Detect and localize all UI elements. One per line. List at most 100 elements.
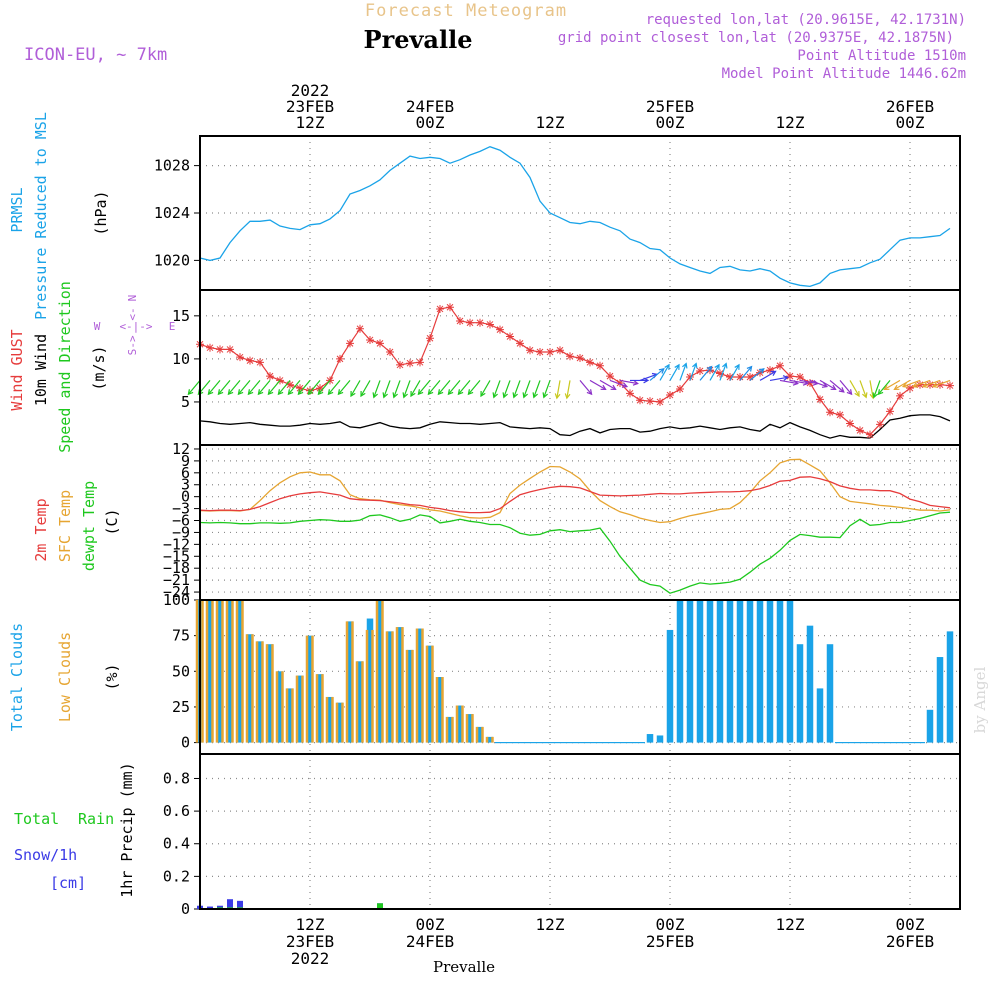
time-label-top: 00Z — [896, 113, 925, 132]
gust-marker — [716, 369, 724, 378]
gust-marker — [386, 348, 394, 356]
tick-label-wind: 10 — [172, 350, 190, 368]
wind-arrow — [839, 380, 853, 395]
wind-arrow — [902, 379, 921, 388]
tick-label-temp: 3 — [181, 476, 190, 494]
low-cloud-bar — [295, 675, 299, 743]
wind-arrow — [207, 380, 221, 395]
tick-label-temp: −21 — [163, 571, 190, 589]
gust-marker — [536, 348, 544, 356]
gust-marker — [346, 339, 354, 348]
tick-label-clouds: 0 — [181, 734, 190, 752]
low-cloud-bar — [341, 702, 344, 743]
total-cloud-bar — [746, 600, 754, 743]
wind-arrow — [480, 380, 491, 397]
wind-arrow-head — [492, 392, 498, 399]
wind-arrow — [877, 380, 891, 395]
low-cloud-bar — [475, 726, 479, 743]
tick-label-temp: −18 — [163, 559, 190, 577]
tick-label-clouds: 50 — [172, 662, 190, 680]
gust-marker — [426, 334, 434, 343]
wind-arrow — [247, 380, 261, 395]
wind-ticks: 5 10 15 — [172, 307, 960, 411]
wind-arrow — [287, 380, 301, 395]
low-cloud-bar — [271, 644, 274, 743]
total-cloud-bar — [716, 600, 724, 743]
gust-marker — [596, 361, 604, 370]
wind-arrow-head — [502, 392, 508, 399]
gust-marker — [336, 354, 344, 363]
gust-marker — [266, 372, 274, 381]
gust-marker — [486, 320, 494, 329]
dewpt-series — [199, 511, 951, 594]
total-cloud-bar — [226, 600, 234, 743]
wind-arrow — [350, 380, 361, 397]
gust-marker — [926, 380, 934, 389]
low-cloud-bar — [441, 677, 444, 743]
low-cloud-bar — [201, 600, 204, 743]
low-cloud-bar — [315, 674, 319, 743]
panel-temperature: 2m Temp SFC Temp dewpt Temp (C) 129630−3… — [32, 440, 960, 601]
low-cloud-bar — [245, 634, 249, 743]
time-label-bottom: 00Z — [656, 915, 685, 934]
low-cloud-bar — [461, 705, 464, 743]
low-cloud-bar — [391, 631, 394, 743]
gust-marker — [916, 380, 924, 389]
total-cloud-bar — [376, 600, 384, 743]
low-cloud-bar — [485, 736, 489, 743]
total-cloud-bar — [416, 628, 424, 743]
snow-bar — [227, 899, 233, 909]
total-cloud-bar — [726, 600, 734, 743]
wind-arrow-head — [901, 382, 909, 388]
time-label-top: 2022 — [291, 81, 330, 100]
compass-e: E — [169, 320, 176, 333]
wind-arrow-head — [872, 392, 878, 399]
precip-ticks: 0 0.2 0.4 0.6 0.8 — [163, 769, 960, 918]
wind-arrow-head — [277, 389, 284, 396]
total-cloud-bar — [446, 716, 454, 743]
time-label-bottom: 26FEB — [886, 932, 934, 951]
model-altitude: Model Point Altitude 1446.62m — [722, 66, 966, 82]
gust-marker — [686, 372, 694, 381]
wind-arrow-head — [360, 390, 366, 398]
gust-marker — [586, 358, 594, 367]
total-cloud-bar — [396, 627, 404, 743]
wind-arrow — [427, 380, 441, 395]
wind-arrow-head — [674, 363, 680, 370]
wind-arrow — [809, 379, 828, 388]
wind-arrow-head — [610, 384, 617, 391]
low-cloud-bar — [305, 635, 309, 743]
tick-label-temp: −9 — [172, 523, 190, 541]
total-cloud-bar — [436, 677, 444, 743]
wind-arrow-head — [893, 384, 900, 391]
total-cloud-bar — [826, 644, 834, 743]
temp2m-label: 2m Temp — [32, 498, 50, 561]
tick-label-pressure: 1028 — [154, 157, 190, 175]
wind-arrow-head — [758, 368, 765, 374]
total-cloud-bar — [316, 674, 324, 743]
wind-arrow — [307, 380, 321, 395]
gust-markers — [196, 303, 954, 439]
wind-unit: (m/s) — [90, 345, 108, 390]
gust-marker — [946, 381, 954, 390]
wind-arrow-head — [586, 389, 593, 396]
gust-marker — [376, 339, 384, 348]
gust-marker — [736, 372, 744, 381]
low-cloud-bar — [251, 634, 254, 743]
time-label-bottom: 24FEB — [406, 932, 454, 951]
snow-bar — [237, 900, 243, 909]
gust-marker — [776, 361, 784, 370]
gust-marker — [746, 372, 754, 381]
gust-marker — [906, 384, 914, 393]
wind-arrow-head — [706, 365, 713, 372]
wind-arrow-head — [350, 390, 356, 398]
tick-label-temp: 0 — [181, 488, 190, 506]
wind-arrow — [589, 379, 606, 390]
wind-arrow — [819, 379, 836, 390]
total-cloud-bar — [346, 621, 354, 743]
wind-arrow-head — [327, 389, 334, 396]
panel-precip: Total Rain Snow/1h [cm] 1hr Precip (mm) … — [14, 762, 960, 918]
sfc-label: SFC Temp — [56, 490, 74, 562]
